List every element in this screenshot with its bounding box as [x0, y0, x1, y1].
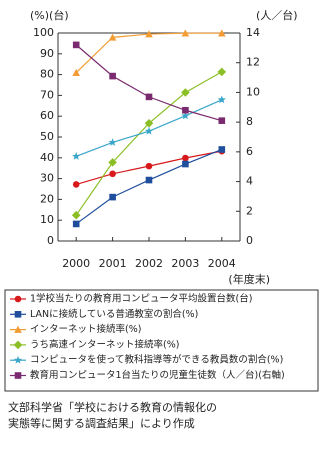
marker: [145, 162, 153, 170]
footnote: 実態等に関する調査結果」により作成: [8, 416, 195, 430]
marker: [144, 126, 154, 135]
marker: [182, 106, 189, 114]
x-axis-label: (年度末): [228, 272, 270, 286]
marker: [13, 355, 23, 364]
marker: [109, 170, 116, 178]
y-tick-label: 100: [33, 26, 54, 39]
y2-tick-label: 8: [246, 115, 253, 128]
marker: [218, 29, 226, 37]
marker: [109, 72, 116, 80]
y2-tick-label: 6: [246, 145, 253, 158]
marker: [182, 154, 189, 162]
marker: [218, 146, 226, 153]
marker: [109, 193, 116, 201]
y-tick-label: 10: [40, 213, 54, 226]
line: [75, 148, 223, 225]
y-tick-label: 0: [47, 234, 54, 247]
legend-label: 教育用コンピュータ1台当たりの児童生徒数（人／台)(右軸): [30, 369, 285, 381]
legend-label: コンピュータを使って教科指導等ができる教員数の割合(%): [30, 354, 283, 366]
y2-tick-label: 0: [246, 234, 253, 247]
marker: [72, 181, 80, 188]
y2-tick-label: 2: [246, 204, 253, 217]
marker: [181, 29, 190, 37]
y-tick-label: 40: [40, 151, 54, 164]
marker: [145, 30, 153, 38]
x-tick-label: 2002: [135, 257, 163, 270]
marker: [71, 210, 81, 220]
legend-label: LANに接続している普通教室の割合(%): [30, 308, 198, 320]
marker: [144, 118, 154, 128]
y2-tick-label: 4: [246, 175, 253, 188]
marker: [181, 88, 190, 97]
y-tick-label: 90: [40, 47, 54, 60]
x-tick-label: 2004: [208, 257, 236, 270]
marker: [108, 33, 117, 41]
marker: [182, 160, 189, 168]
y-tick-label: 80: [40, 68, 54, 81]
marker: [108, 158, 117, 167]
y2-axis-label: (人／台): [256, 8, 298, 22]
marker: [218, 117, 226, 124]
marker: [108, 138, 117, 146]
legend-label: インターネット接続率(%): [30, 323, 141, 335]
legend-label: うち高速インターネット接続率(%): [30, 338, 179, 350]
legend-box: [4, 289, 319, 392]
footnote: 文部科学省「学校における教育の情報化の: [8, 400, 217, 414]
y-tick-label: 70: [40, 88, 54, 101]
marker: [14, 325, 22, 333]
x-tick-label: 2000: [62, 257, 90, 270]
marker: [145, 93, 153, 101]
legend: 1学校当たりの教育用コンピュータ平均設置台数(台) LANに接続している普通教室の…: [10, 293, 285, 381]
marker: [72, 68, 80, 77]
y-tick-label: 50: [40, 130, 54, 143]
y-tick-label: 20: [40, 192, 54, 205]
y2-tick-label: 10: [246, 85, 260, 98]
y2-tick-label: 12: [246, 56, 260, 69]
marker: [181, 111, 190, 120]
x-tick-label: 2001: [99, 257, 127, 270]
marker: [72, 152, 81, 160]
y-axis-label: (%)(台): [30, 8, 69, 22]
marker: [14, 311, 22, 318]
marker: [72, 41, 80, 49]
marker: [14, 372, 22, 379]
marker: [13, 340, 23, 350]
marker: [14, 295, 22, 303]
marker: [217, 95, 226, 104]
y-tick-label: 60: [40, 109, 54, 122]
marker: [72, 220, 80, 228]
legend-label: 1学校当たりの教育用コンピュータ平均設置台数(台): [30, 293, 252, 305]
marker: [145, 176, 153, 184]
marker: [217, 67, 227, 77]
x-tick-label: 2003: [171, 257, 199, 270]
line: [75, 32, 222, 74]
line: [75, 71, 223, 216]
y2-tick-label: 14: [246, 26, 260, 39]
y-tick-label: 30: [40, 172, 54, 185]
